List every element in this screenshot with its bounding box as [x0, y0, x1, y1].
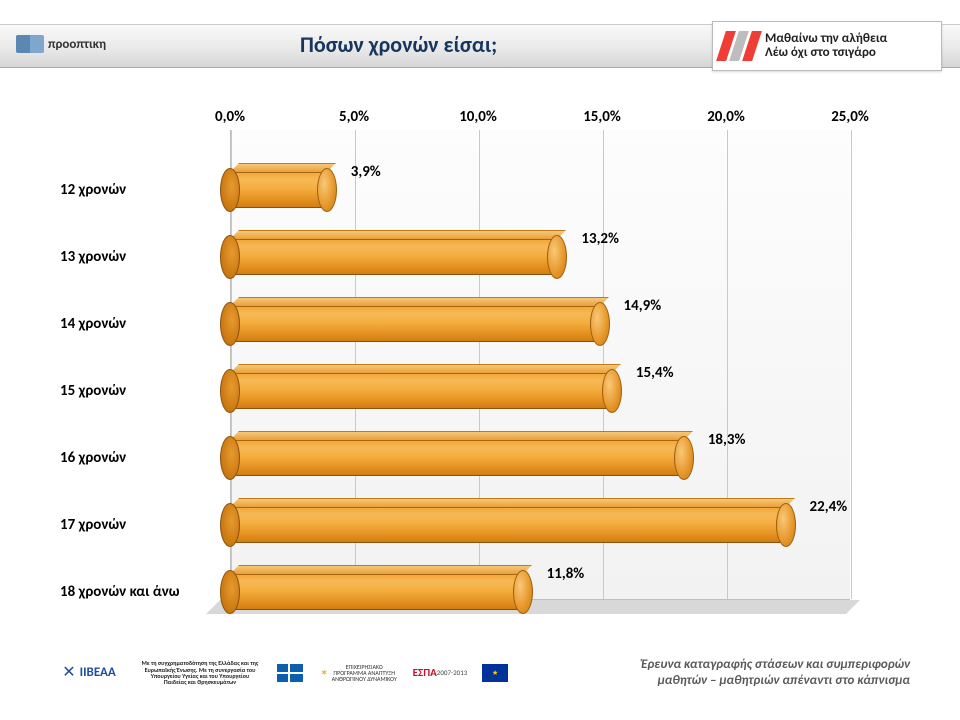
bar: [230, 440, 684, 476]
value-label: 14,9%: [624, 297, 662, 315]
logo-iibeaa: ✕ IIBEAA: [50, 653, 128, 693]
gridline: [851, 130, 852, 599]
category-label: 12 χρονών: [60, 181, 220, 199]
bar: [230, 507, 786, 543]
bar: [230, 373, 612, 409]
footer: ✕ IIBEAA Με τη συγχρηματοδότηση της Ελλά…: [50, 644, 910, 702]
category-label: 18 χρονών και άνω: [60, 583, 220, 601]
logo-right-line2: Λέω όχι στο τσιγάρο: [765, 46, 887, 60]
age-bar-chart: 0,0% 5,0% 10,0% 15,0% 20,0% 25,0% 12 χρονών 3,9…: [60, 100, 900, 620]
x-tick-label: 5,0%: [339, 108, 369, 126]
value-label: 18,3%: [708, 431, 746, 449]
value-label: 22,4%: [810, 498, 848, 516]
x-tick-label: 0,0%: [215, 108, 245, 126]
footer-logos: ✕ IIBEAA Με τη συγχρηματοδότηση της Ελλά…: [50, 653, 510, 693]
header-bar: προοπτικη Πόσων χρονών είσαι; Μαθαίνω τη…: [0, 24, 960, 68]
category-label: 13 χρονών: [60, 248, 220, 266]
logo-greece-flag: [272, 653, 308, 693]
logo-eu-flag: [480, 653, 510, 693]
logo-right-line1: Μαθαίνω την αλήθεια: [765, 32, 887, 46]
logo-right-stripes: [721, 31, 757, 61]
footer-caption-line1: Έρευνα καταγραφής στάσεων και συμπεριφορ…: [641, 657, 910, 673]
category-label: 14 χρονών: [60, 315, 220, 333]
bar: [230, 172, 327, 208]
category-label: 15 χρονών: [60, 382, 220, 400]
x-tick-label: 10,0%: [459, 108, 497, 126]
logo-op-program: ✶ ΕΠΙΧΕΙΡΗΣΙΑΚΟ ΠΡΟΓΡΑΜΜΑ ΑΝΑΠΤΥΞΗ ΑΝΘΡΩ…: [320, 653, 400, 693]
logo-left-text: προοπτικη: [48, 37, 106, 52]
value-label: 13,2%: [581, 230, 619, 248]
bar: [230, 306, 600, 342]
value-label: 11,8%: [547, 565, 585, 583]
value-label: 3,9%: [351, 163, 381, 181]
category-label: 17 χρονών: [60, 516, 220, 534]
bar: [230, 574, 523, 610]
x-tick-label: 15,0%: [583, 108, 621, 126]
logo-left: προοπτικη: [16, 35, 106, 53]
footer-caption-line2: μαθητών – μαθητριών απέναντι στο κάπνισμ…: [641, 673, 910, 689]
bar: [230, 239, 557, 275]
footer-caption: Έρευνα καταγραφής στάσεων και συμπεριφορ…: [641, 657, 910, 690]
x-tick-label: 20,0%: [707, 108, 745, 126]
category-label: 16 χρονών: [60, 449, 220, 467]
logo-espa: ΕΣΠΑ 2007-2013: [412, 653, 468, 693]
value-label: 15,4%: [636, 364, 674, 382]
page-title: Πόσων χρονών είσαι;: [300, 31, 497, 58]
logo-left-mark: [16, 35, 44, 53]
x-tick-label: 25,0%: [831, 108, 869, 126]
logo-right: Μαθαίνω την αλήθεια Λέω όχι στο τσιγάρο: [712, 21, 942, 71]
logo-right-text: Μαθαίνω την αλήθεια Λέω όχι στο τσιγάρο: [765, 32, 887, 61]
cofunding-text: Με τη συγχρηματοδότηση της Ελλάδας και τ…: [140, 653, 260, 693]
